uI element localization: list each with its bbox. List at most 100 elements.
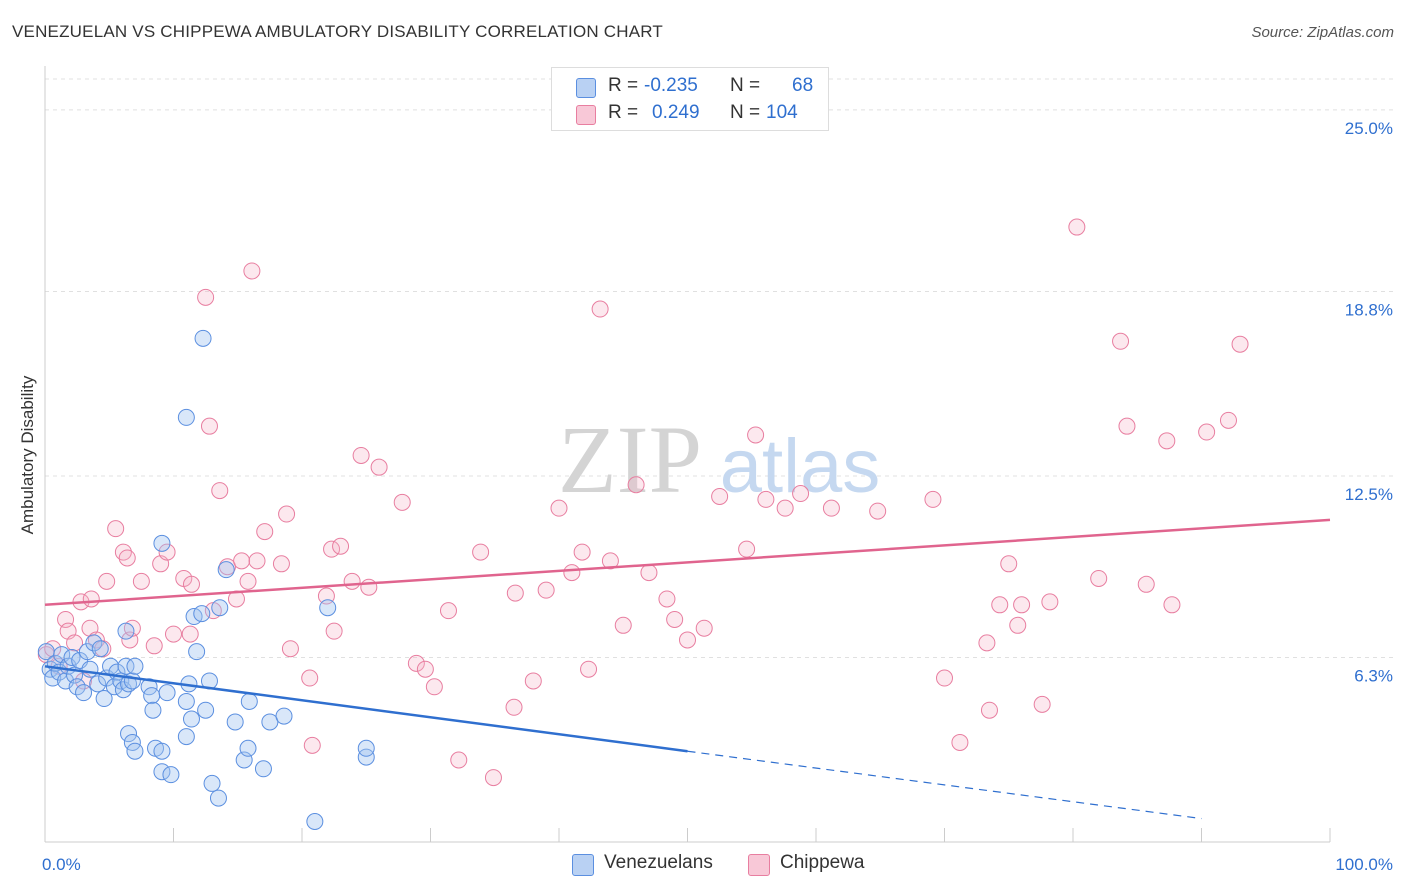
chippewa-point — [272, 555, 290, 573]
venezuelan-point — [357, 739, 375, 757]
chippewa-point — [573, 543, 591, 561]
chippewa-point — [505, 698, 523, 716]
venezuelan-point — [239, 739, 257, 757]
x-tick-label: 100.0% — [1335, 855, 1393, 874]
chippewa-point — [822, 499, 840, 517]
venezuelan-point — [188, 643, 206, 661]
chippewa-point — [1013, 596, 1031, 614]
chippewa-point — [550, 499, 568, 517]
venezuelan-point — [226, 713, 244, 731]
chippewa-point — [666, 610, 684, 628]
y-tick-label: 18.8% — [1345, 300, 1393, 319]
chippewa-point — [66, 634, 84, 652]
chippewa-point — [87, 631, 105, 649]
venezuelan-point — [120, 725, 138, 743]
chippewa-point — [738, 540, 756, 558]
venezuelan-point — [78, 643, 96, 661]
chippewa-point — [627, 476, 645, 494]
chippewa-point — [343, 572, 361, 590]
chippewa-point — [323, 540, 341, 558]
chippewa-point — [792, 485, 810, 503]
r-value: 0.249 — [652, 102, 700, 123]
venezuelan-point — [117, 622, 135, 640]
chippewa-point — [332, 537, 350, 555]
x-tick-label: 0.0% — [42, 855, 81, 874]
venezuelan-point — [217, 561, 235, 579]
chippewa-point — [640, 564, 658, 582]
venezuelan-point — [240, 692, 258, 710]
correlation-legend: R = -0.235 N = 68 R = 0.249 N = 104 — [551, 67, 829, 131]
chippewa-point — [658, 590, 676, 608]
chippewa-point — [281, 640, 299, 658]
chippewa-trend-line — [44, 518, 1331, 607]
chippewa-point — [352, 446, 370, 464]
watermark-zip: ZIP — [558, 406, 702, 513]
chippewa-point — [506, 584, 524, 602]
source-label: Source: ZipAtlas.com — [1251, 24, 1394, 41]
y-tick-label: 25.0% — [1345, 119, 1393, 138]
chippewa-point — [1163, 596, 1181, 614]
venezuelan-point — [306, 813, 324, 831]
chippewa-point — [182, 575, 200, 593]
venezuelan-point — [261, 713, 279, 731]
venezuelan-point — [81, 660, 99, 678]
venezuelan-point — [177, 408, 195, 426]
venezuelan-point — [126, 742, 144, 760]
venezuelan-point — [193, 605, 211, 623]
chippewa-point — [1219, 411, 1237, 429]
venezuelan-point — [275, 707, 293, 725]
n-label: N = — [730, 102, 761, 123]
chippewa-point — [243, 262, 261, 280]
venezuelan-point — [144, 701, 162, 719]
chippewa-point — [472, 543, 490, 561]
venezuelan-point — [85, 634, 103, 652]
chippewa-point — [360, 578, 378, 596]
chippewa-point — [991, 596, 1009, 614]
chippewa-point — [695, 619, 713, 637]
chippewa-point — [425, 678, 443, 696]
chippewa-point — [591, 300, 609, 318]
chippewa-point — [1112, 332, 1130, 350]
venezuelan-point — [197, 701, 215, 719]
chippewa-point — [158, 543, 176, 561]
chippewa-points — [37, 218, 1249, 787]
chippewa-point — [1198, 423, 1216, 441]
legend-item-venezuelans: Venezuelans — [572, 852, 732, 878]
chippewa-point — [165, 625, 182, 643]
venezuelan-point — [194, 329, 212, 347]
venezuelan-point — [254, 760, 272, 778]
venezuelan-point — [68, 678, 86, 696]
n-label: N = — [730, 75, 761, 96]
venezuelan-point — [126, 657, 144, 675]
chippewa-point — [393, 493, 411, 511]
chippewa-point — [484, 769, 502, 787]
chippewa-point — [869, 502, 887, 520]
chippewa-point — [450, 751, 468, 769]
y-tick-label: 12.5% — [1345, 485, 1393, 504]
chippewa-point — [924, 490, 942, 508]
chippewa-point — [98, 572, 116, 590]
r-value: -0.235 — [644, 75, 698, 96]
venezuelan-point — [117, 657, 135, 675]
venezuelan-point — [44, 669, 62, 687]
chippewa-point — [1041, 593, 1059, 611]
chippewa-point — [1068, 218, 1086, 236]
venezuelan-points — [37, 329, 375, 831]
chippewa-legend-swatch — [748, 854, 770, 876]
venezuelans-legend-swatch — [572, 854, 594, 876]
venezuelans-legend-label: Venezuelans — [604, 852, 713, 873]
venezuelan-point — [177, 692, 195, 710]
chippewa-point — [439, 602, 457, 620]
chippewa-point — [370, 458, 388, 476]
chippewa-point — [145, 637, 163, 655]
chippewa-point — [82, 590, 100, 608]
chippewa-point — [776, 499, 794, 517]
venezuelan-point — [95, 690, 113, 708]
chippewa-point — [1033, 695, 1051, 713]
y-tick-label: 6.3% — [1354, 667, 1393, 686]
chart-title: VENEZUELAN VS CHIPPEWA AMBULATORY DISABI… — [12, 22, 664, 41]
r-label: R = — [608, 102, 639, 123]
r-label: R = — [608, 75, 639, 96]
chippewa-point — [256, 523, 274, 541]
chippewa-point — [118, 549, 136, 567]
